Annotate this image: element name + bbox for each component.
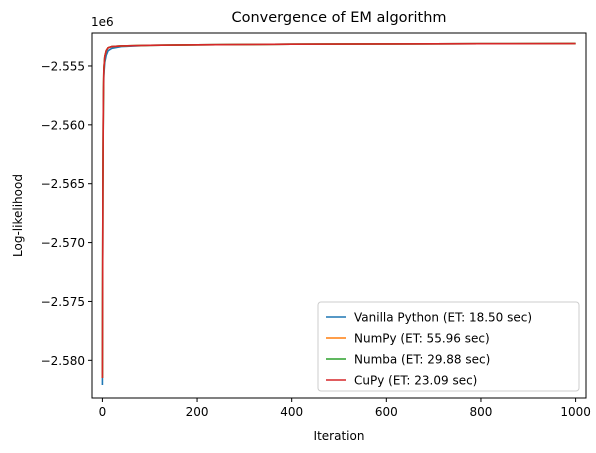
y-tick-label: −2.555 [41,59,85,73]
legend-label-3: CuPy (ET: 23.09 sec) [354,374,477,388]
x-tick-label: 800 [470,405,493,419]
legend-label-1: NumPy (ET: 55.96 sec) [354,332,490,346]
x-tick-label: 200 [186,405,209,419]
x-tick-label: 1000 [560,405,591,419]
y-tick-label: −2.575 [41,295,85,309]
plot-area [101,42,576,386]
y-tick-label: −2.570 [41,236,85,250]
y-tick-label: −2.580 [41,354,85,368]
legend: Vanilla Python (ET: 18.50 sec) NumPy (ET:… [317,301,580,392]
legend-label-0: Vanilla Python (ET: 18.50 sec) [354,311,532,325]
y-axis-offset-label: 1e6 [91,15,114,29]
plot-frame [91,32,587,399]
x-tick-label: 0 [99,405,107,419]
chart-title: Convergence of EM algorithm [231,10,446,26]
x-axis: 0 200 400 600 800 1000 [99,398,591,419]
legend-box [317,301,580,392]
x-tick-label: 400 [280,405,303,419]
y-tick-label: −2.565 [41,177,85,191]
y-tick-label: −2.560 [41,118,85,132]
y-axis-label: Log-likelihood [11,174,25,257]
legend-label-2: Numba (ET: 29.88 sec) [354,353,490,367]
series-line-3 [101,42,576,378]
y-axis: −2.580 −2.575 −2.570 −2.565 −2.560 −2.555 [41,59,92,368]
x-axis-label: Iteration [314,429,365,443]
x-tick-label: 600 [375,405,398,419]
